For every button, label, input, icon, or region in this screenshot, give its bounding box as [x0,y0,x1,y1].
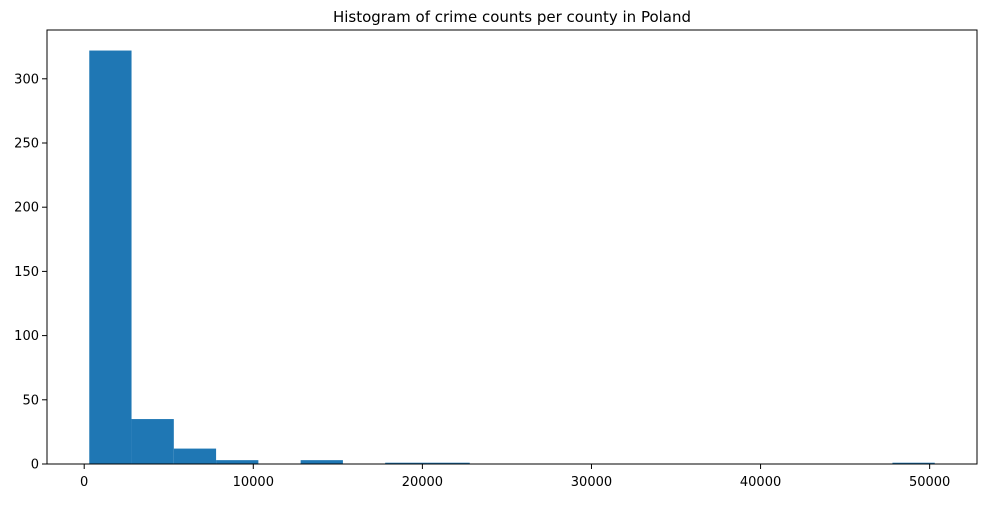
y-tick-label: 250 [14,136,39,151]
histogram-bar [385,462,428,464]
y-tick-label: 50 [22,393,39,408]
x-tick-label: 30000 [571,475,612,490]
histogram-bar [892,462,935,464]
x-tick-label: 50000 [909,475,950,490]
chart-title: Histogram of crime counts per county in … [333,8,691,26]
x-tick-label: 10000 [233,475,274,490]
histogram-bar [131,419,174,464]
y-tick-label: 0 [31,458,39,473]
histogram-bar [89,50,132,464]
x-tick-label: 40000 [740,475,781,490]
x-axis: 0 10000 20000 30000 40000 50000 [80,464,950,490]
y-tick-label: 200 [14,201,39,216]
y-axis: 0 50 100 150 200 250 300 [14,72,47,473]
bars-group [89,50,935,464]
x-tick-label: 0 [80,475,88,490]
plot-frame [46,29,978,465]
y-tick-label: 300 [14,72,39,87]
y-tick-label: 150 [14,265,39,280]
histogram-bar [300,460,343,464]
histogram-bar [173,448,217,464]
x-tick-label: 20000 [402,475,443,490]
y-tick-label: 100 [14,329,39,344]
histogram-bar [427,462,470,464]
histogram-bar [216,460,259,464]
